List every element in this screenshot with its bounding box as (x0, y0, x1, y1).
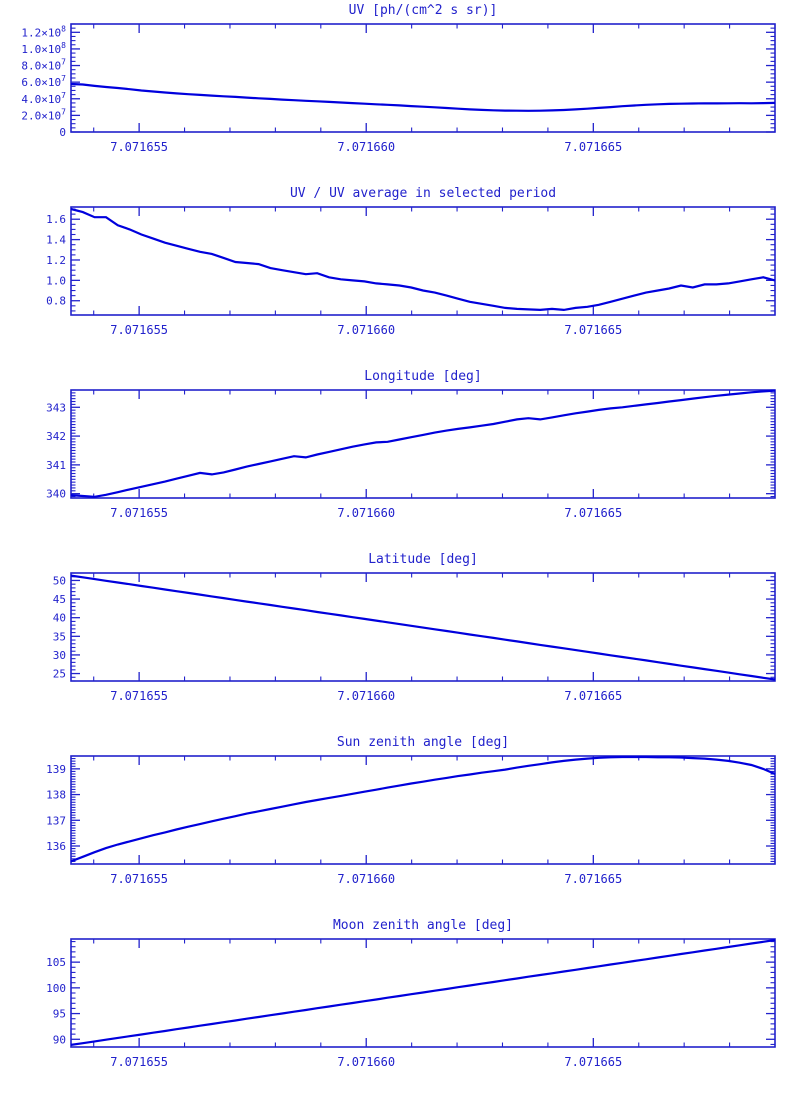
uv-ratio-plot: 7.071655 7.071660 7.071665 0.8 1.0 1.2 1.4 1.6 (46, 206, 776, 337)
y-tick-label: 1.4 (46, 234, 66, 247)
y-tick-label: 1.0 (46, 274, 66, 287)
y-tick-label: 138 (46, 789, 66, 802)
y-tick-label: 90 (53, 1033, 66, 1046)
y-tick-label: 341 (46, 459, 66, 472)
x-tick-label: 7.071665 (564, 140, 622, 154)
chart-title-uv-ratio: UV / UV average in selected period (289, 186, 557, 201)
x-tick-label: 7.071660 (337, 689, 395, 703)
y-tick-label: 1.6 (46, 213, 66, 226)
data-line (70, 207, 776, 312)
data-line (70, 755, 776, 863)
plot-frame (70, 206, 776, 316)
x-tick-label: 7.071655 (110, 1055, 168, 1069)
y-tick-label: 45 (53, 593, 66, 606)
x-tick-label: 7.071665 (564, 1055, 622, 1069)
y-tick-label: 137 (46, 814, 66, 827)
x-tick-label: 7.071660 (337, 1055, 395, 1069)
x-tick-label: 7.071655 (110, 506, 168, 520)
sun-zenith-plot: 7.071655 7.071660 7.071665 136 137 138 139 (46, 755, 776, 886)
chart-title-latitude: Latitude [deg] (368, 552, 478, 567)
chart-title-moon-zenith: Moon zenith angle [deg] (332, 918, 513, 933)
data-line (70, 82, 776, 112)
y-tick-label: 340 (46, 488, 66, 501)
y-tick-label: 1.2×108 (21, 24, 66, 39)
longitude-plot: 7.071655 7.071660 7.071665 340 341 342 343 (46, 389, 776, 520)
chart-block-uv: UV [ph/(cm^2 s sr)] 7.071655 7.071660 7.07… (0, 0, 800, 183)
moon-zenith-plot: 7.071655 7.071660 7.071665 90 95 100 105 (46, 938, 776, 1069)
chart-title-longitude: Longitude [deg] (364, 369, 482, 384)
plot-frame (70, 938, 776, 1048)
chart-title-uv: UV [ph/(cm^2 s sr)] (348, 3, 498, 18)
plot-frame (70, 23, 776, 133)
y-tick-label: 343 (46, 401, 66, 414)
y-tick-label: 50 (53, 574, 66, 587)
chart-block-moon-zenith: Moon zenith angle [deg] 7.071655 7.071660… (0, 915, 800, 1098)
y-tick-label: 105 (46, 956, 66, 969)
data-line (70, 574, 776, 681)
chart-block-sun-zenith: Sun zenith angle [deg] 7.071655 7.071660 7… (0, 732, 800, 915)
y-tick-label: 8.0×107 (21, 58, 66, 73)
y-tick-label: 95 (53, 1008, 66, 1021)
chart-block-latitude: Latitude [deg] 7.071655 7.071660 7.071665 2… (0, 549, 800, 732)
y-tick-label: 1.0×108 (21, 41, 66, 56)
y-tick-label: 30 (53, 649, 66, 662)
y-tick-label: 0 (59, 126, 66, 139)
y-tick-label: 4.0×107 (21, 91, 66, 106)
y-tick-label: 35 (53, 630, 66, 643)
x-tick-label: 7.071655 (110, 140, 168, 154)
chart-title-sun-zenith: Sun zenith angle [deg] (336, 735, 510, 750)
chart-block-longitude: Longitude [deg] 7.071655 7.071660 7.071665… (0, 366, 800, 549)
y-tick-label: 1.2 (46, 254, 66, 267)
x-tick-label: 7.071660 (337, 140, 395, 154)
x-tick-label: 7.071660 (337, 323, 395, 337)
y-tick-label: 6.0×107 (21, 74, 66, 89)
data-line (70, 938, 776, 1046)
x-tick-label: 7.071665 (564, 872, 622, 886)
y-tick-label: 25 (53, 668, 66, 681)
x-tick-label: 7.071665 (564, 506, 622, 520)
chart-block-uv-ratio: UV / UV average in selected period 7.071… (0, 183, 800, 366)
plot-frame (70, 389, 776, 499)
plot-frame (70, 755, 776, 865)
x-tick-label: 7.071655 (110, 689, 168, 703)
y-tick-label: 139 (46, 763, 66, 776)
x-tick-label: 7.071655 (110, 323, 168, 337)
y-tick-label: 100 (46, 982, 66, 995)
x-tick-label: 7.071660 (337, 506, 395, 520)
data-line (70, 389, 776, 498)
y-tick-label: 2.0×107 (21, 107, 66, 122)
x-tick-label: 7.071665 (564, 689, 622, 703)
plot-frame (70, 572, 776, 682)
y-tick-label: 40 (53, 612, 66, 625)
y-tick-label: 136 (46, 840, 66, 853)
x-tick-label: 7.071665 (564, 323, 622, 337)
y-tick-label: 342 (46, 430, 66, 443)
x-tick-label: 7.071660 (337, 872, 395, 886)
latitude-plot: 7.071655 7.071660 7.071665 25 30 35 40 45 50 (53, 572, 776, 703)
x-tick-label: 7.071655 (110, 872, 168, 886)
y-tick-label: 0.8 (46, 295, 66, 308)
